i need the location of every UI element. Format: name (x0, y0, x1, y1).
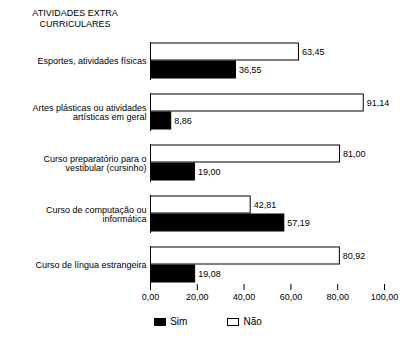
svg-text:91,14: 91,14 (367, 98, 390, 108)
svg-text:19,08: 19,08 (198, 269, 221, 279)
svg-text:40,00: 40,00 (233, 292, 256, 302)
svg-text:20,00: 20,00 (186, 292, 209, 302)
svg-text:19,00: 19,00 (198, 167, 221, 177)
svg-text:60,00: 60,00 (280, 292, 303, 302)
svg-text:0,00: 0,00 (142, 292, 160, 302)
svg-text:81,00: 81,00 (343, 149, 366, 159)
svg-text:Curso de computação ouinformát: Curso de computação ouinformática (46, 205, 147, 224)
svg-text:100,00: 100,00 (371, 292, 399, 302)
html-text:Não: Não (243, 316, 262, 327)
svg-text:80,00: 80,00 (326, 292, 349, 302)
svg-text:Artes plásticas ou atividadesa: Artes plásticas ou atividadesartísticas … (32, 103, 147, 122)
svg-text:Esportes, atividades físicas: Esportes, atividades físicas (37, 56, 147, 66)
svg-text:57,19: 57,19 (287, 218, 310, 228)
html-text:Sim: Sim (170, 316, 188, 327)
svg-text:42,81: 42,81 (254, 200, 277, 210)
svg-text:8,86: 8,86 (174, 116, 192, 126)
svg-text:80,92: 80,92 (343, 251, 366, 261)
svg-text:36,55: 36,55 (239, 65, 262, 75)
svg-text:Curso preparatório para ovesti: Curso preparatório para ovestibular (cur… (43, 154, 146, 173)
html-text:ATIVIDADES EXTRA CURRICULARES: ATIVIDADES EXTRA CURRICULARES (32, 8, 118, 29)
svg-text:Curso de língua estrangeira: Curso de língua estrangeira (35, 260, 146, 270)
svg-text:63,45: 63,45 (302, 47, 325, 57)
